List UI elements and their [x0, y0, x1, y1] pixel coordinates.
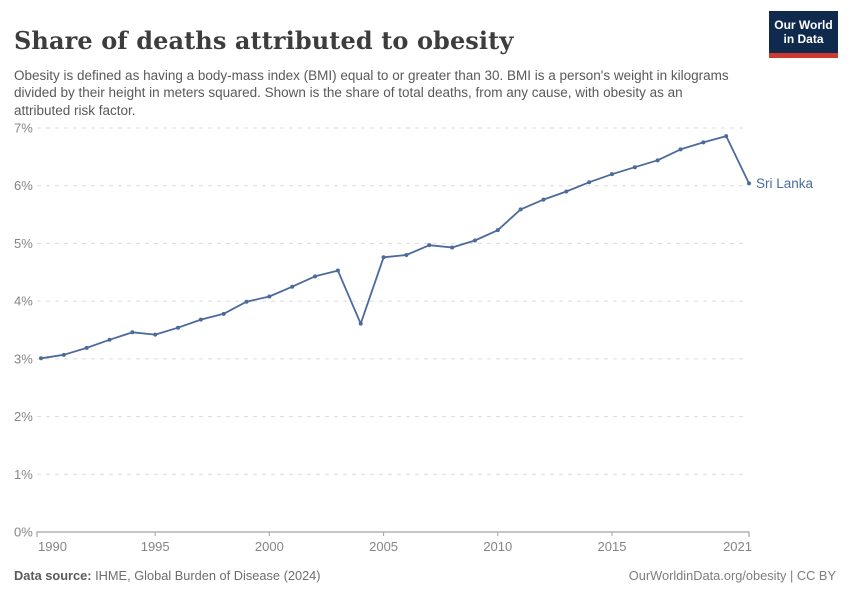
data-point[interactable]	[404, 252, 409, 257]
y-axis-tick-label: 5%	[14, 236, 33, 251]
x-axis-tick-label: 2021	[723, 539, 752, 554]
chart-footer: Data source: IHME, Global Burden of Dise…	[14, 568, 836, 590]
y-axis-tick-label: 1%	[14, 467, 33, 482]
data-point[interactable]	[198, 317, 203, 322]
y-axis-tick-label: 7%	[14, 121, 33, 136]
data-point[interactable]	[472, 238, 477, 243]
data-line[interactable]	[40, 135, 750, 360]
line-chart[interactable]: 0% 1% 2% 3% 4% 5% 6% 7% 1990 1995 2000 2005 2010 2015…	[0, 108, 850, 563]
data-point[interactable]	[518, 207, 523, 212]
data-point[interactable]	[587, 180, 592, 185]
data-point[interactable]	[61, 352, 66, 357]
chart-subtitle: Obesity is defined as having a body-mass…	[14, 67, 729, 119]
entity-label[interactable]: Sri Lanka	[756, 176, 814, 191]
data-point[interactable]	[381, 255, 386, 260]
data-point[interactable]	[632, 165, 637, 170]
data-source-note: Data source: IHME, Global Burden of Dise…	[14, 568, 321, 583]
y-axis-tick-label: 4%	[14, 294, 33, 309]
data-point[interactable]	[335, 268, 340, 273]
y-axis-tick-label: 6%	[14, 178, 33, 193]
data-point[interactable]	[724, 134, 729, 139]
y-axis-tick-label: 3%	[14, 351, 33, 366]
data-point[interactable]	[427, 243, 432, 248]
x-axis-tick-label: 1990	[38, 539, 67, 554]
owid-logo[interactable]: Our World in Data	[769, 11, 838, 58]
y-axis-tick-label: 2%	[14, 409, 33, 424]
data-point[interactable]	[609, 172, 614, 177]
data-point[interactable]	[358, 321, 363, 326]
data-point[interactable]	[655, 158, 660, 163]
x-axis-line	[36, 531, 750, 537]
x-axis-tick-label: 2000	[255, 539, 284, 554]
owid-logo-box: Our World in Data	[769, 11, 838, 53]
x-axis-tick-label: 1995	[141, 539, 170, 554]
x-axis-tick-label: 2005	[369, 539, 398, 554]
data-point[interactable]	[701, 140, 706, 145]
owid-logo-line2: in Data	[783, 32, 824, 47]
data-point[interactable]	[541, 197, 546, 202]
owid-logo-line1: Our World	[774, 18, 833, 32]
data-point[interactable]	[153, 332, 158, 337]
data-point[interactable]	[450, 245, 455, 250]
data-point[interactable]	[176, 325, 181, 330]
data-point[interactable]	[290, 284, 295, 289]
line-chart-area[interactable]: 0% 1% 2% 3% 4% 5% 6% 7% 1990 1995 2000 2005 2010 2015…	[0, 108, 850, 563]
data-point[interactable]	[221, 311, 226, 316]
data-source-value: IHME, Global Burden of Disease (2024)	[91, 568, 321, 583]
data-point[interactable]	[678, 147, 683, 152]
data-point[interactable]	[84, 345, 89, 350]
data-point[interactable]	[267, 294, 272, 299]
page-title: Share of deaths attributed to obesity	[14, 26, 514, 56]
data-point[interactable]	[313, 274, 318, 279]
data-point[interactable]	[130, 330, 135, 335]
data-point[interactable]	[107, 337, 112, 342]
x-axis-tick-label: 2010	[483, 539, 512, 554]
x-axis-tick-label: 2015	[598, 539, 627, 554]
data-point[interactable]	[244, 299, 249, 304]
data-source-label: Data source:	[14, 568, 92, 583]
data-point[interactable]	[39, 356, 43, 361]
data-point[interactable]	[564, 189, 569, 194]
license-credit-link[interactable]: OurWorldinData.org/obesity | CC BY	[628, 568, 836, 583]
y-axis-tick-label: 0%	[14, 525, 33, 540]
data-point[interactable]	[747, 181, 751, 186]
data-point[interactable]	[495, 228, 500, 233]
owid-logo-red-bar	[769, 52, 838, 58]
